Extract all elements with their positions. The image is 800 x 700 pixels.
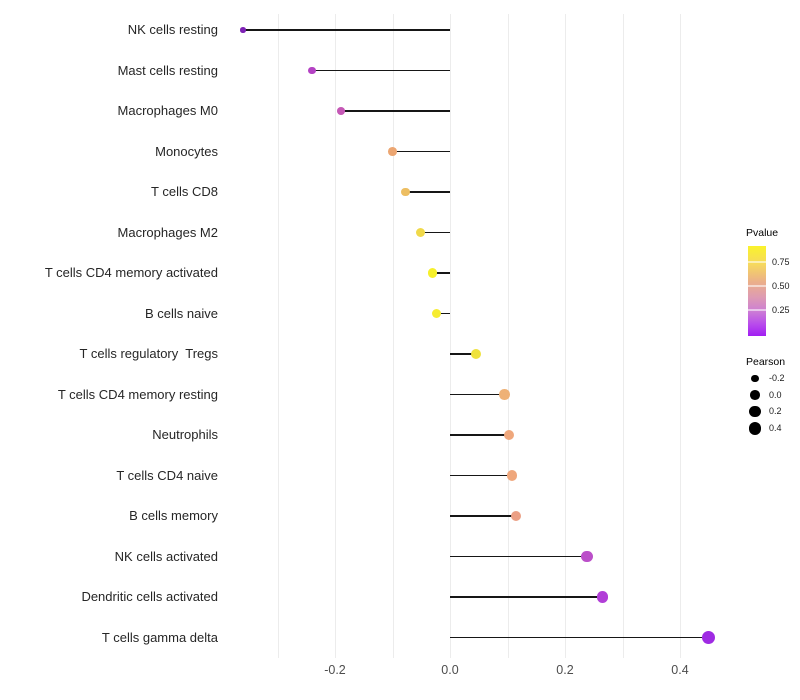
colorbar-tick xyxy=(748,285,766,287)
lollipop-dot xyxy=(336,107,345,115)
lollipop-dot xyxy=(470,349,481,359)
lollipop-dot xyxy=(503,429,515,441)
lollipop-dot xyxy=(428,268,438,278)
category-label: T cells CD4 memory resting xyxy=(57,386,218,402)
gridline xyxy=(507,14,509,658)
lollipop-dot xyxy=(240,27,246,33)
category-label: NK cells resting xyxy=(127,22,218,37)
size-legend-dot xyxy=(750,390,760,400)
category-label: Mast cells resting xyxy=(117,62,218,78)
category-label: T cells regulatory Tregs xyxy=(79,346,218,361)
size-legend-label: 0.0 xyxy=(769,389,782,400)
category-label: Monocytes xyxy=(155,143,218,159)
gridline xyxy=(277,14,279,658)
size-legend-dot xyxy=(749,406,761,418)
colorbar-tick xyxy=(748,309,766,311)
colorbar-tick-label: 0.50 xyxy=(772,280,790,291)
stem-line xyxy=(450,353,476,355)
category-label: Macrophages M2 xyxy=(117,224,218,240)
gridline xyxy=(450,14,451,658)
category-label: B cells memory xyxy=(129,508,218,523)
size-legend-label: 0.4 xyxy=(769,422,782,433)
gridline xyxy=(622,14,624,658)
x-tick-label: 0.2 xyxy=(556,663,574,677)
lollipop-dot xyxy=(702,631,716,644)
stem-line xyxy=(312,69,450,72)
colorbar-tick xyxy=(748,261,766,263)
category-label: B cells naive xyxy=(145,305,218,321)
lollipop-dot xyxy=(581,550,593,563)
x-tick-label: 0.4 xyxy=(671,663,689,677)
size-legend-label: 0.2 xyxy=(769,406,782,417)
category-label: T cells CD8 xyxy=(151,184,218,199)
stem-line xyxy=(436,312,450,315)
stem-line xyxy=(450,636,709,639)
stem-line xyxy=(340,110,450,112)
lollipop-dot xyxy=(308,66,316,75)
gridline xyxy=(565,14,566,658)
lollipop-dot xyxy=(431,308,441,319)
category-label: T cells CD4 naive xyxy=(116,467,218,483)
x-tick-label: -0.2 xyxy=(324,663,346,677)
lollipop-dot xyxy=(416,227,426,238)
size-legend-dot xyxy=(748,421,762,435)
stem-line xyxy=(450,555,587,558)
stem-line xyxy=(405,191,450,193)
stem-line xyxy=(450,434,510,436)
gridline xyxy=(335,14,336,658)
category-label: T cells CD4 memory activated xyxy=(44,265,218,280)
size-legend-label: -0.2 xyxy=(769,373,785,383)
lollipop-dot xyxy=(596,591,609,603)
gridline xyxy=(392,14,394,658)
pvalue-legend-title: Pvalue xyxy=(746,227,779,239)
stem-line xyxy=(420,231,450,234)
pearson-legend-title: Pearson xyxy=(746,356,786,368)
gridline xyxy=(680,14,681,658)
stem-line xyxy=(450,596,603,598)
category-label: Dendritic cells activated xyxy=(81,589,218,604)
stem-line xyxy=(392,150,450,153)
stem-line xyxy=(450,393,505,396)
category-label: Neutrophils xyxy=(152,427,218,442)
pvalue-colorbar xyxy=(748,246,766,336)
stem-line xyxy=(243,29,450,31)
category-label: NK cells activated xyxy=(114,548,218,564)
x-tick-label: 0.0 xyxy=(441,663,459,677)
lollipop-dot xyxy=(400,187,410,197)
lollipop-dot xyxy=(499,389,510,400)
category-label: T cells gamma delta xyxy=(101,629,218,645)
colorbar-tick-label: 0.25 xyxy=(772,304,790,315)
stem-line xyxy=(450,515,517,517)
colorbar-tick-label: 0.75 xyxy=(772,256,790,267)
stem-line xyxy=(450,474,513,477)
lollipop-dot xyxy=(388,147,397,156)
size-legend-dot xyxy=(751,374,759,383)
lollipop-dot xyxy=(510,510,522,522)
stem-line xyxy=(432,272,450,274)
category-label: Macrophages M0 xyxy=(117,103,218,118)
lollipop-dot xyxy=(506,470,518,481)
